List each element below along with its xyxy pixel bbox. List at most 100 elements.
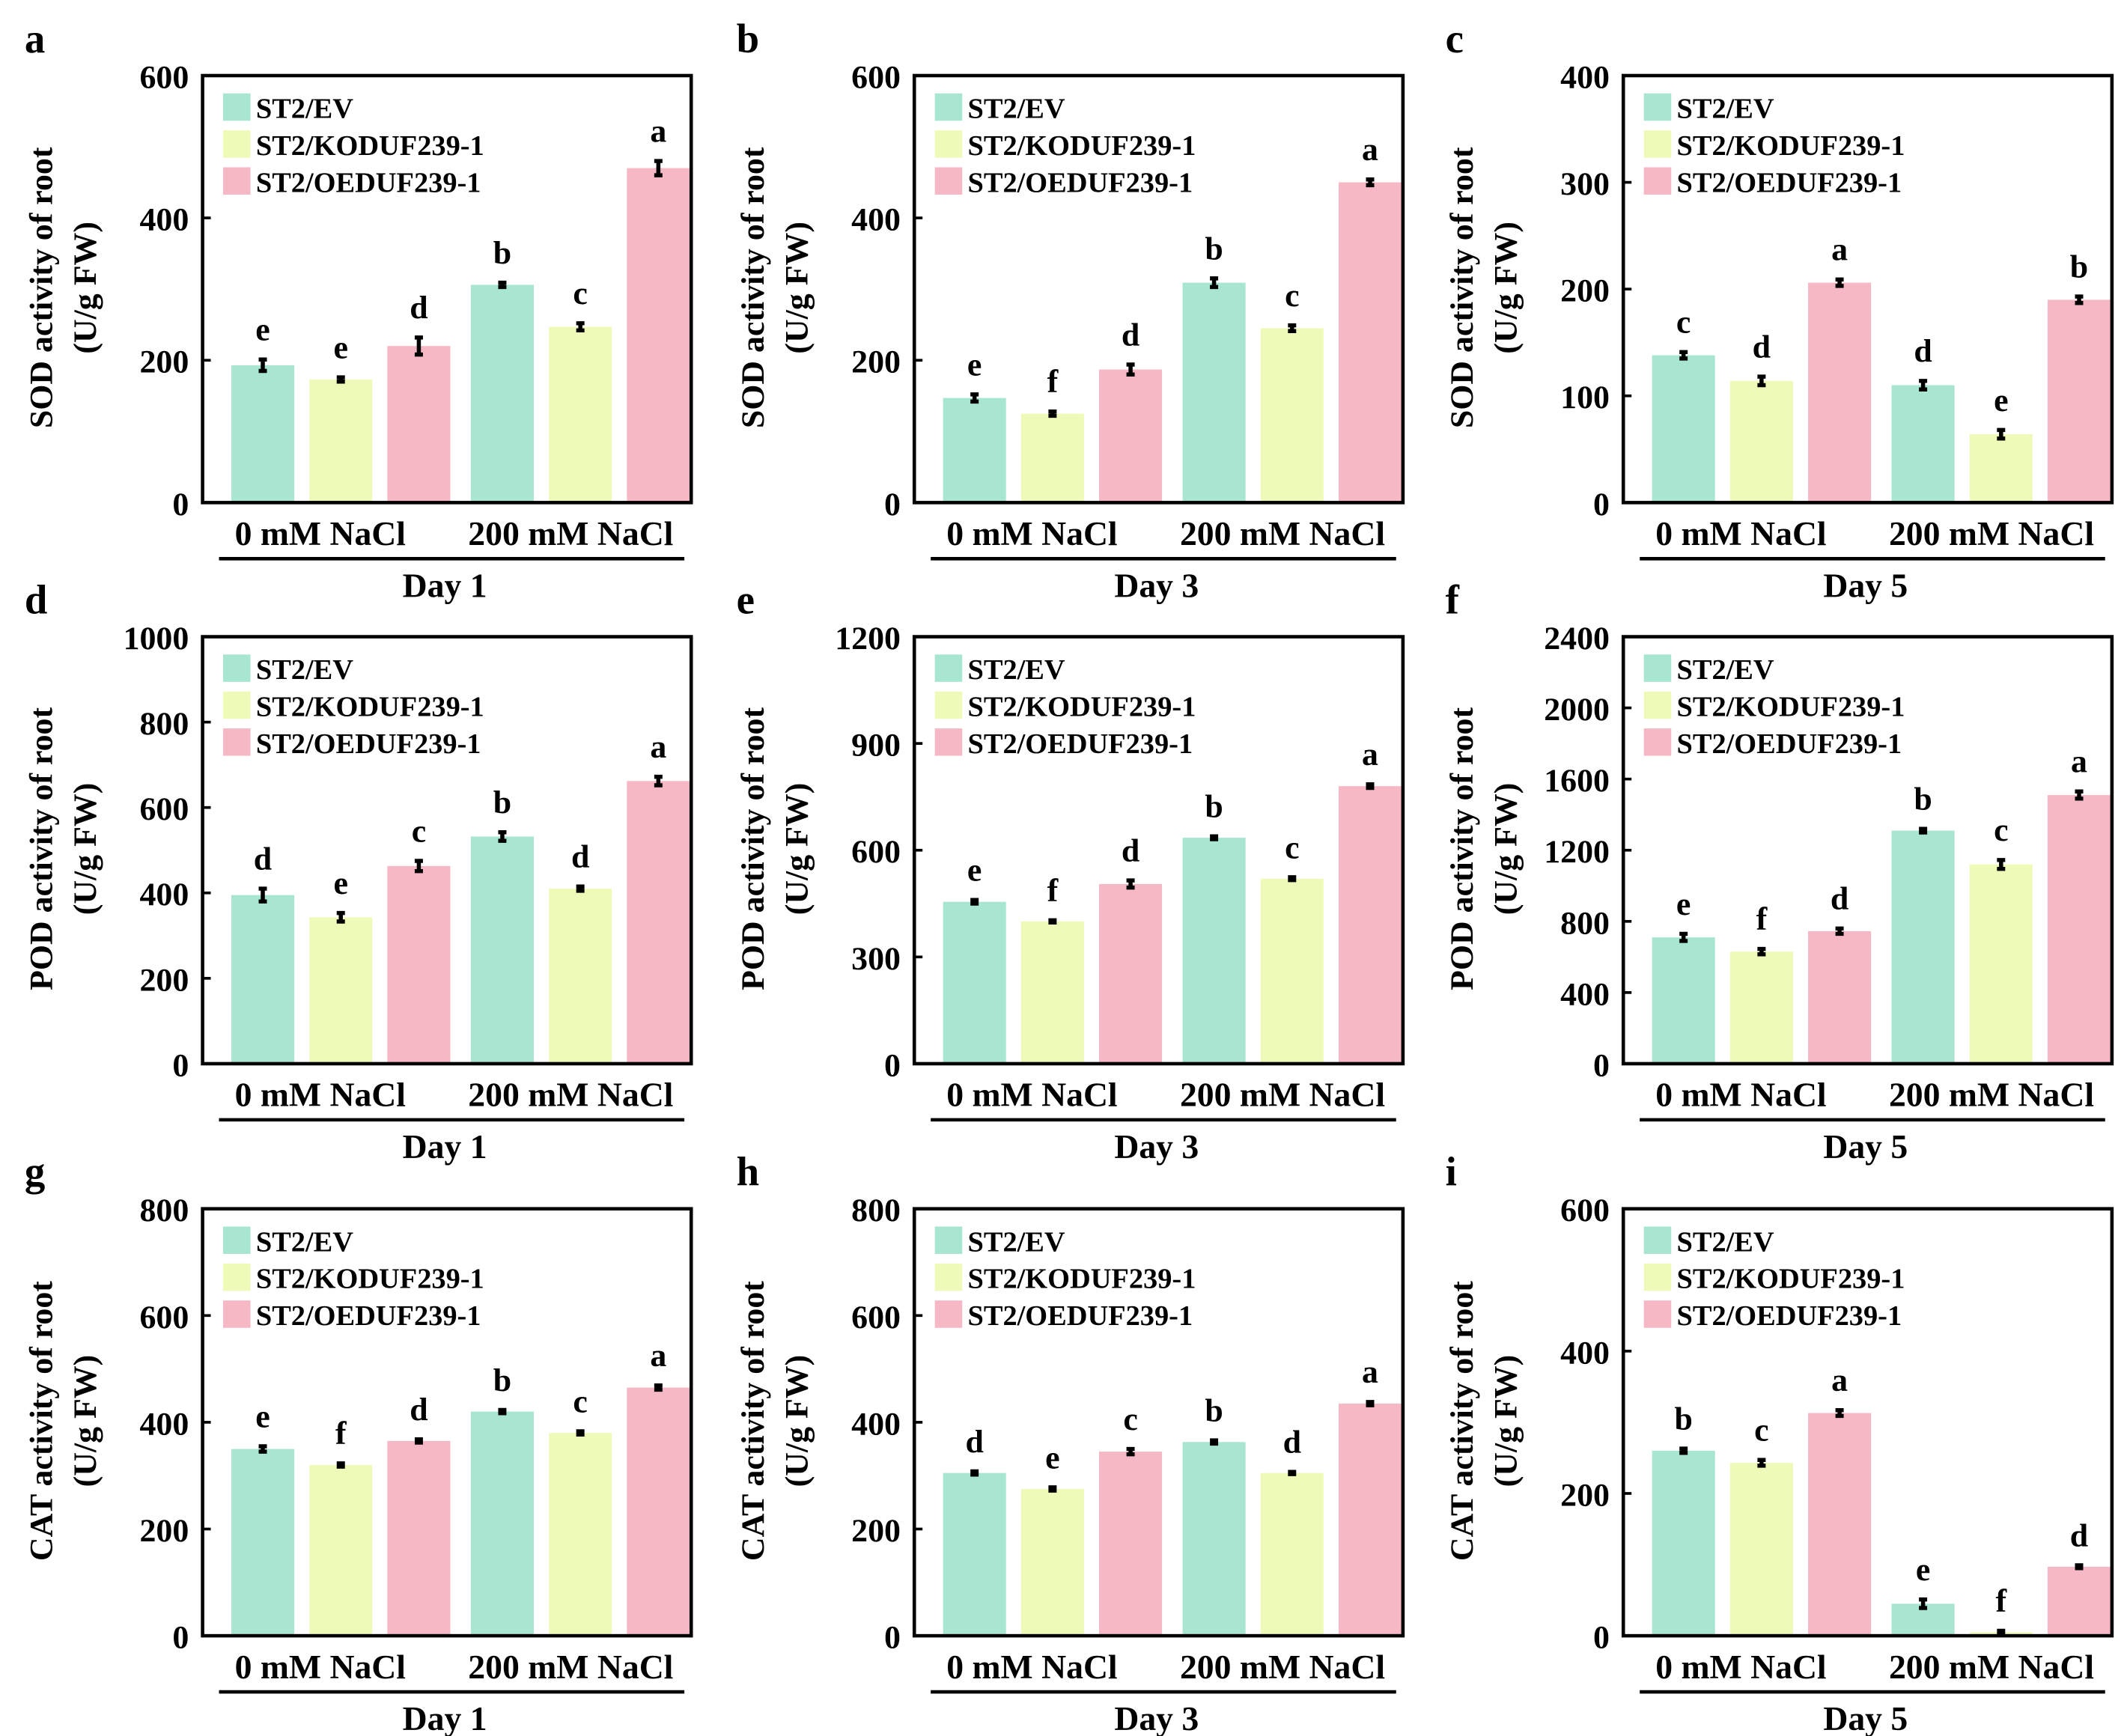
y-tick-label: 400	[139, 877, 189, 913]
y-tick-label: 2000	[1544, 692, 1610, 728]
legend-label: ST2/OEDUF239-1	[1677, 1300, 1902, 1332]
legend-swatch	[1643, 691, 1672, 719]
significance-label: b	[1674, 1401, 1692, 1437]
significance-label: a	[1831, 1362, 1848, 1398]
significance-label: d	[1122, 833, 1139, 869]
bar	[627, 781, 690, 1064]
legend-swatch	[934, 130, 963, 158]
bar	[1808, 1413, 1872, 1636]
error-bar	[1126, 878, 1135, 890]
y-tick-label: 0	[1593, 1620, 1610, 1656]
bar	[1182, 1442, 1246, 1636]
legend-label: ST2/EV	[1677, 94, 1774, 125]
significance-label: b	[493, 1362, 511, 1398]
y-axis-label: CAT activity of root	[1444, 1281, 1480, 1561]
significance-label: d	[254, 841, 272, 877]
panel-letter: f	[1446, 576, 1460, 622]
significance-label: c	[1285, 278, 1299, 314]
y-tick-label: 0	[172, 1047, 189, 1083]
bar	[1260, 1472, 1324, 1636]
legend-swatch	[222, 654, 251, 682]
significance-label: e	[1994, 383, 2008, 418]
legend-swatch	[1643, 728, 1672, 756]
significance-label: f	[1047, 364, 1059, 400]
bar	[1020, 1489, 1084, 1636]
significance-label: f	[1756, 901, 1768, 937]
panel-letter: h	[737, 1149, 760, 1195]
significance-label: d	[2070, 1517, 2088, 1553]
bar	[470, 1411, 534, 1636]
bar	[943, 398, 1006, 503]
legend-swatch	[934, 1300, 963, 1328]
legend-label: ST2/EV	[256, 654, 353, 686]
bar	[1652, 1450, 1715, 1636]
error-bar	[576, 1429, 585, 1437]
y-axis-unit: (U/g FW)	[1488, 783, 1524, 916]
significance-label: c	[1676, 305, 1691, 341]
bar	[1020, 413, 1084, 503]
y-tick-label: 800	[1560, 905, 1610, 941]
y-tick-label: 300	[1560, 166, 1610, 202]
significance-label: e	[255, 312, 270, 348]
y-tick-label: 200	[139, 962, 189, 998]
y-tick-label: 1000	[124, 621, 189, 657]
y-axis-label: POD activity of root	[1444, 707, 1480, 990]
error-bar	[2075, 789, 2084, 801]
x-group-label: 200 mM NaCl	[1180, 1648, 1385, 1686]
error-bar	[498, 830, 507, 843]
error-bar	[970, 1469, 979, 1477]
error-bar	[414, 335, 423, 357]
x-group-label: 200 mM NaCl	[1180, 1076, 1385, 1114]
significance-label: c	[573, 1383, 587, 1419]
bar	[231, 1449, 295, 1636]
legend-label: ST2/KODUF239-1	[968, 130, 1196, 162]
bar	[1891, 830, 1955, 1064]
significance-label: d	[410, 1392, 427, 1428]
bar	[549, 889, 612, 1064]
y-tick-label: 400	[1560, 59, 1610, 95]
legend-label: ST2/KODUF239-1	[968, 1264, 1196, 1295]
legend-swatch	[222, 130, 251, 158]
error-bar	[1835, 926, 1844, 936]
error-bar	[1126, 362, 1135, 377]
bar	[309, 917, 373, 1064]
y-tick-label: 0	[1593, 487, 1610, 523]
legend-label: ST2/EV	[968, 654, 1065, 686]
bar	[943, 901, 1006, 1064]
legend-swatch	[934, 93, 963, 121]
error-bar	[654, 774, 663, 788]
significance-label: a	[1362, 1354, 1378, 1390]
significance-label: c	[412, 813, 426, 849]
error-bar	[576, 321, 585, 333]
bar	[231, 365, 295, 503]
bar	[1338, 786, 1402, 1064]
legend-label: ST2/KODUF239-1	[256, 692, 484, 723]
bar	[1729, 1463, 1793, 1636]
error-bar	[1757, 1458, 1766, 1468]
x-group-label: 0 mM NaCl	[235, 1648, 406, 1686]
error-bar	[1288, 323, 1297, 334]
x-group-label: 200 mM NaCl	[1889, 1076, 2094, 1114]
panel-a: a e e d b c a 0 200 400 600 ST2/EV ST2/KODUF239-1 ST2…	[23, 16, 693, 605]
y-tick-label: 100	[1560, 380, 1610, 415]
error-bar	[1288, 875, 1297, 883]
y-tick-label: 300	[851, 941, 901, 977]
x-group-label: 200 mM NaCl	[468, 1076, 673, 1114]
x-axis-title: Day 5	[1823, 567, 1908, 605]
error-bar	[1757, 374, 1766, 388]
bar	[470, 836, 534, 1064]
significance-label: c	[1994, 812, 2008, 848]
legend-swatch	[222, 1300, 251, 1328]
bar	[1652, 937, 1715, 1064]
error-bar	[1048, 1485, 1057, 1493]
significance-label: d	[1831, 881, 1848, 917]
bar	[231, 895, 295, 1064]
legend-swatch	[934, 167, 963, 195]
y-tick-label: 0	[1593, 1047, 1610, 1083]
legend-label: ST2/KODUF239-1	[1677, 692, 1905, 723]
y-tick-label: 600	[1560, 1193, 1610, 1228]
panel-d: d d e c b d a 0 200 400 600 800 1000 ST2/EV ST2/KODUF2…	[23, 576, 693, 1166]
significance-label: b	[493, 785, 511, 820]
error-bar	[2075, 294, 2084, 305]
